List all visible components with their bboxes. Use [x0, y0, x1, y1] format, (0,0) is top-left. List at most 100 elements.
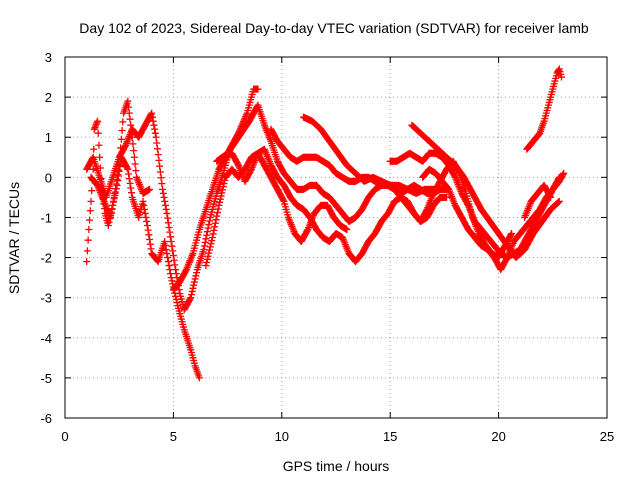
- data-point: [215, 201, 223, 209]
- data-point: [131, 160, 139, 168]
- data-point: [148, 109, 156, 117]
- data-point: [464, 200, 472, 208]
- data-point: [555, 173, 563, 181]
- data-point: [163, 209, 171, 217]
- data-point: [159, 189, 167, 197]
- data-point: [161, 238, 169, 246]
- data-point: [168, 242, 176, 250]
- data-point: [555, 175, 563, 183]
- data-point: [90, 125, 98, 133]
- x-tick-label: 0: [61, 429, 68, 444]
- data-point: [143, 217, 151, 225]
- data-point: [190, 278, 198, 286]
- data-point: [186, 295, 194, 303]
- data-point: [127, 127, 135, 135]
- data-point: [189, 284, 197, 292]
- data-point: [115, 167, 123, 175]
- series-track-11: [419, 165, 563, 274]
- data-point: [254, 85, 262, 93]
- data-point: [116, 153, 124, 161]
- data-point: [203, 228, 211, 236]
- data-point: [96, 153, 104, 161]
- data-point: [206, 217, 214, 225]
- data-point: [208, 234, 216, 241]
- data-point: [171, 261, 179, 269]
- data-point: [559, 171, 567, 179]
- data-point: [161, 242, 169, 250]
- data-point: [204, 252, 212, 260]
- chart-title: Day 102 of 2023, Sidereal Day-to-day VTE…: [79, 20, 589, 36]
- data-point: [192, 272, 200, 280]
- data-point: [109, 197, 117, 205]
- data-point: [105, 218, 113, 226]
- data-point: [169, 247, 177, 255]
- data-point: [150, 121, 158, 129]
- data-point: [503, 255, 511, 263]
- y-tick-label: -1: [40, 210, 52, 225]
- data-point: [443, 193, 451, 201]
- data-point: [555, 197, 563, 205]
- data-point: [86, 216, 94, 224]
- data-point: [167, 238, 175, 246]
- data-point: [219, 186, 227, 194]
- data-point: [508, 229, 516, 237]
- data-point: [109, 201, 117, 209]
- y-tick-label: -2: [40, 251, 52, 266]
- data-point: [164, 258, 172, 266]
- data-point: [154, 145, 162, 153]
- data-point: [343, 225, 351, 233]
- series-track-8: [299, 113, 438, 197]
- data-point: [127, 121, 135, 129]
- data-point: [161, 201, 169, 209]
- data-point: [114, 177, 122, 185]
- data-point: [303, 227, 311, 235]
- plot-frame: [64, 56, 608, 419]
- data-point: [164, 214, 172, 222]
- data-point: [203, 231, 211, 239]
- x-tick-label: 25: [600, 429, 614, 444]
- data-point: [94, 129, 102, 137]
- data-point: [155, 156, 163, 164]
- data-point: [193, 269, 201, 277]
- data-point: [127, 189, 135, 197]
- data-point: [165, 223, 173, 231]
- data-point: [279, 196, 287, 204]
- data-point: [126, 179, 134, 187]
- x-tick-label: 20: [491, 429, 505, 444]
- data-point: [85, 225, 93, 233]
- y-tick-label: 3: [45, 50, 52, 65]
- data-point: [151, 125, 159, 133]
- data-point: [152, 133, 160, 141]
- data-point: [217, 192, 225, 200]
- data-point: [87, 197, 95, 205]
- data-point: [114, 171, 122, 179]
- data-point: [140, 201, 148, 209]
- data-point: [156, 162, 164, 170]
- data-point: [162, 205, 170, 213]
- data-point: [146, 185, 154, 193]
- data-point: [451, 172, 459, 180]
- data-point: [507, 231, 515, 239]
- series-track-1: [83, 117, 203, 382]
- data-point: [117, 135, 125, 143]
- data-point: [218, 189, 226, 197]
- data-point: [154, 257, 162, 265]
- data-point: [124, 97, 132, 105]
- data-point: [210, 226, 218, 234]
- data-point: [188, 287, 196, 295]
- x-tick-label: 15: [383, 429, 397, 444]
- data-point: [91, 124, 99, 132]
- data-point: [119, 118, 127, 126]
- data-point: [161, 197, 169, 205]
- y-tick-label: -4: [40, 331, 52, 346]
- data-point: [560, 169, 568, 177]
- data-point: [213, 209, 221, 217]
- data-point: [111, 189, 119, 197]
- series-track-12: [521, 181, 555, 221]
- data-point: [146, 240, 154, 248]
- data-point: [203, 255, 211, 263]
- axis-ticks: 0 5 10 15 20 25 -6 -5 -4 -3 -2 -1 0 1 2 3: [40, 50, 614, 444]
- data-point: [169, 252, 177, 260]
- data-point: [205, 221, 213, 229]
- data-point: [123, 164, 131, 172]
